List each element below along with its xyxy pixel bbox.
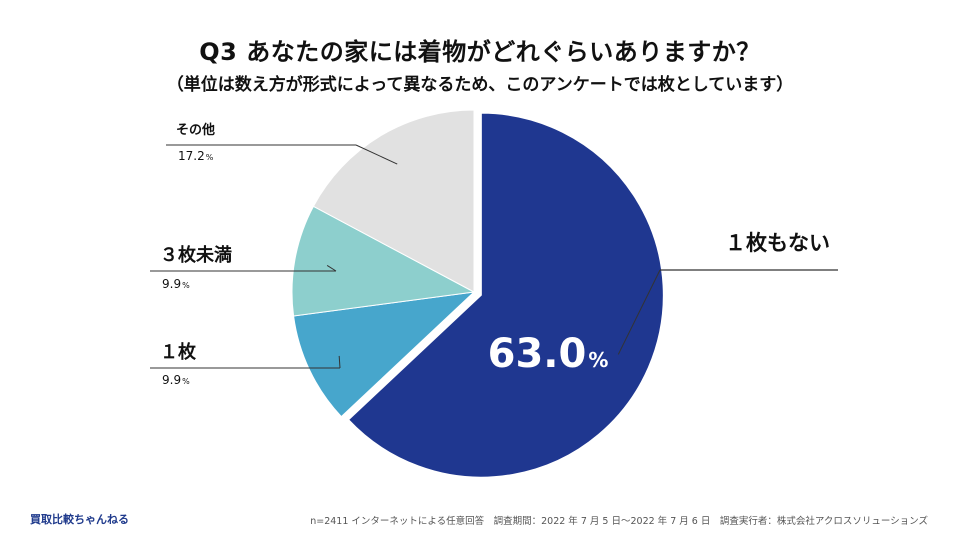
leader-line — [150, 264, 337, 272]
slice-value-label: 9.9% — [162, 277, 190, 291]
pie-slice — [291, 205, 476, 317]
slice-value-label: 17.2% — [178, 149, 214, 163]
pie-slice — [347, 112, 664, 478]
pie-slice — [312, 109, 475, 293]
slice-label: １枚 — [160, 341, 197, 363]
survey-footnote: n=2411 インターネットによる任意回答 調査期間：2022 年 7 月 5 … — [310, 516, 928, 527]
leader-line — [617, 269, 838, 355]
slice-label: １枚もない — [725, 231, 830, 255]
slice-label: ３枚未満 — [160, 244, 232, 266]
slice-label: その他 — [176, 122, 215, 138]
chart-title: Q3 あなたの家には着物がどれぐらいありますか？ — [199, 38, 761, 66]
slice-value-label: 9.9% — [162, 373, 190, 387]
pie-slice — [293, 291, 476, 418]
chart-subtitle: （単位は数え方が形式によって異なるため、このアンケートでは枚としています） — [166, 75, 794, 95]
leader-line — [150, 355, 341, 369]
leader-line — [166, 144, 398, 165]
brand-label: 買取比較ちゃんねる — [30, 513, 129, 526]
